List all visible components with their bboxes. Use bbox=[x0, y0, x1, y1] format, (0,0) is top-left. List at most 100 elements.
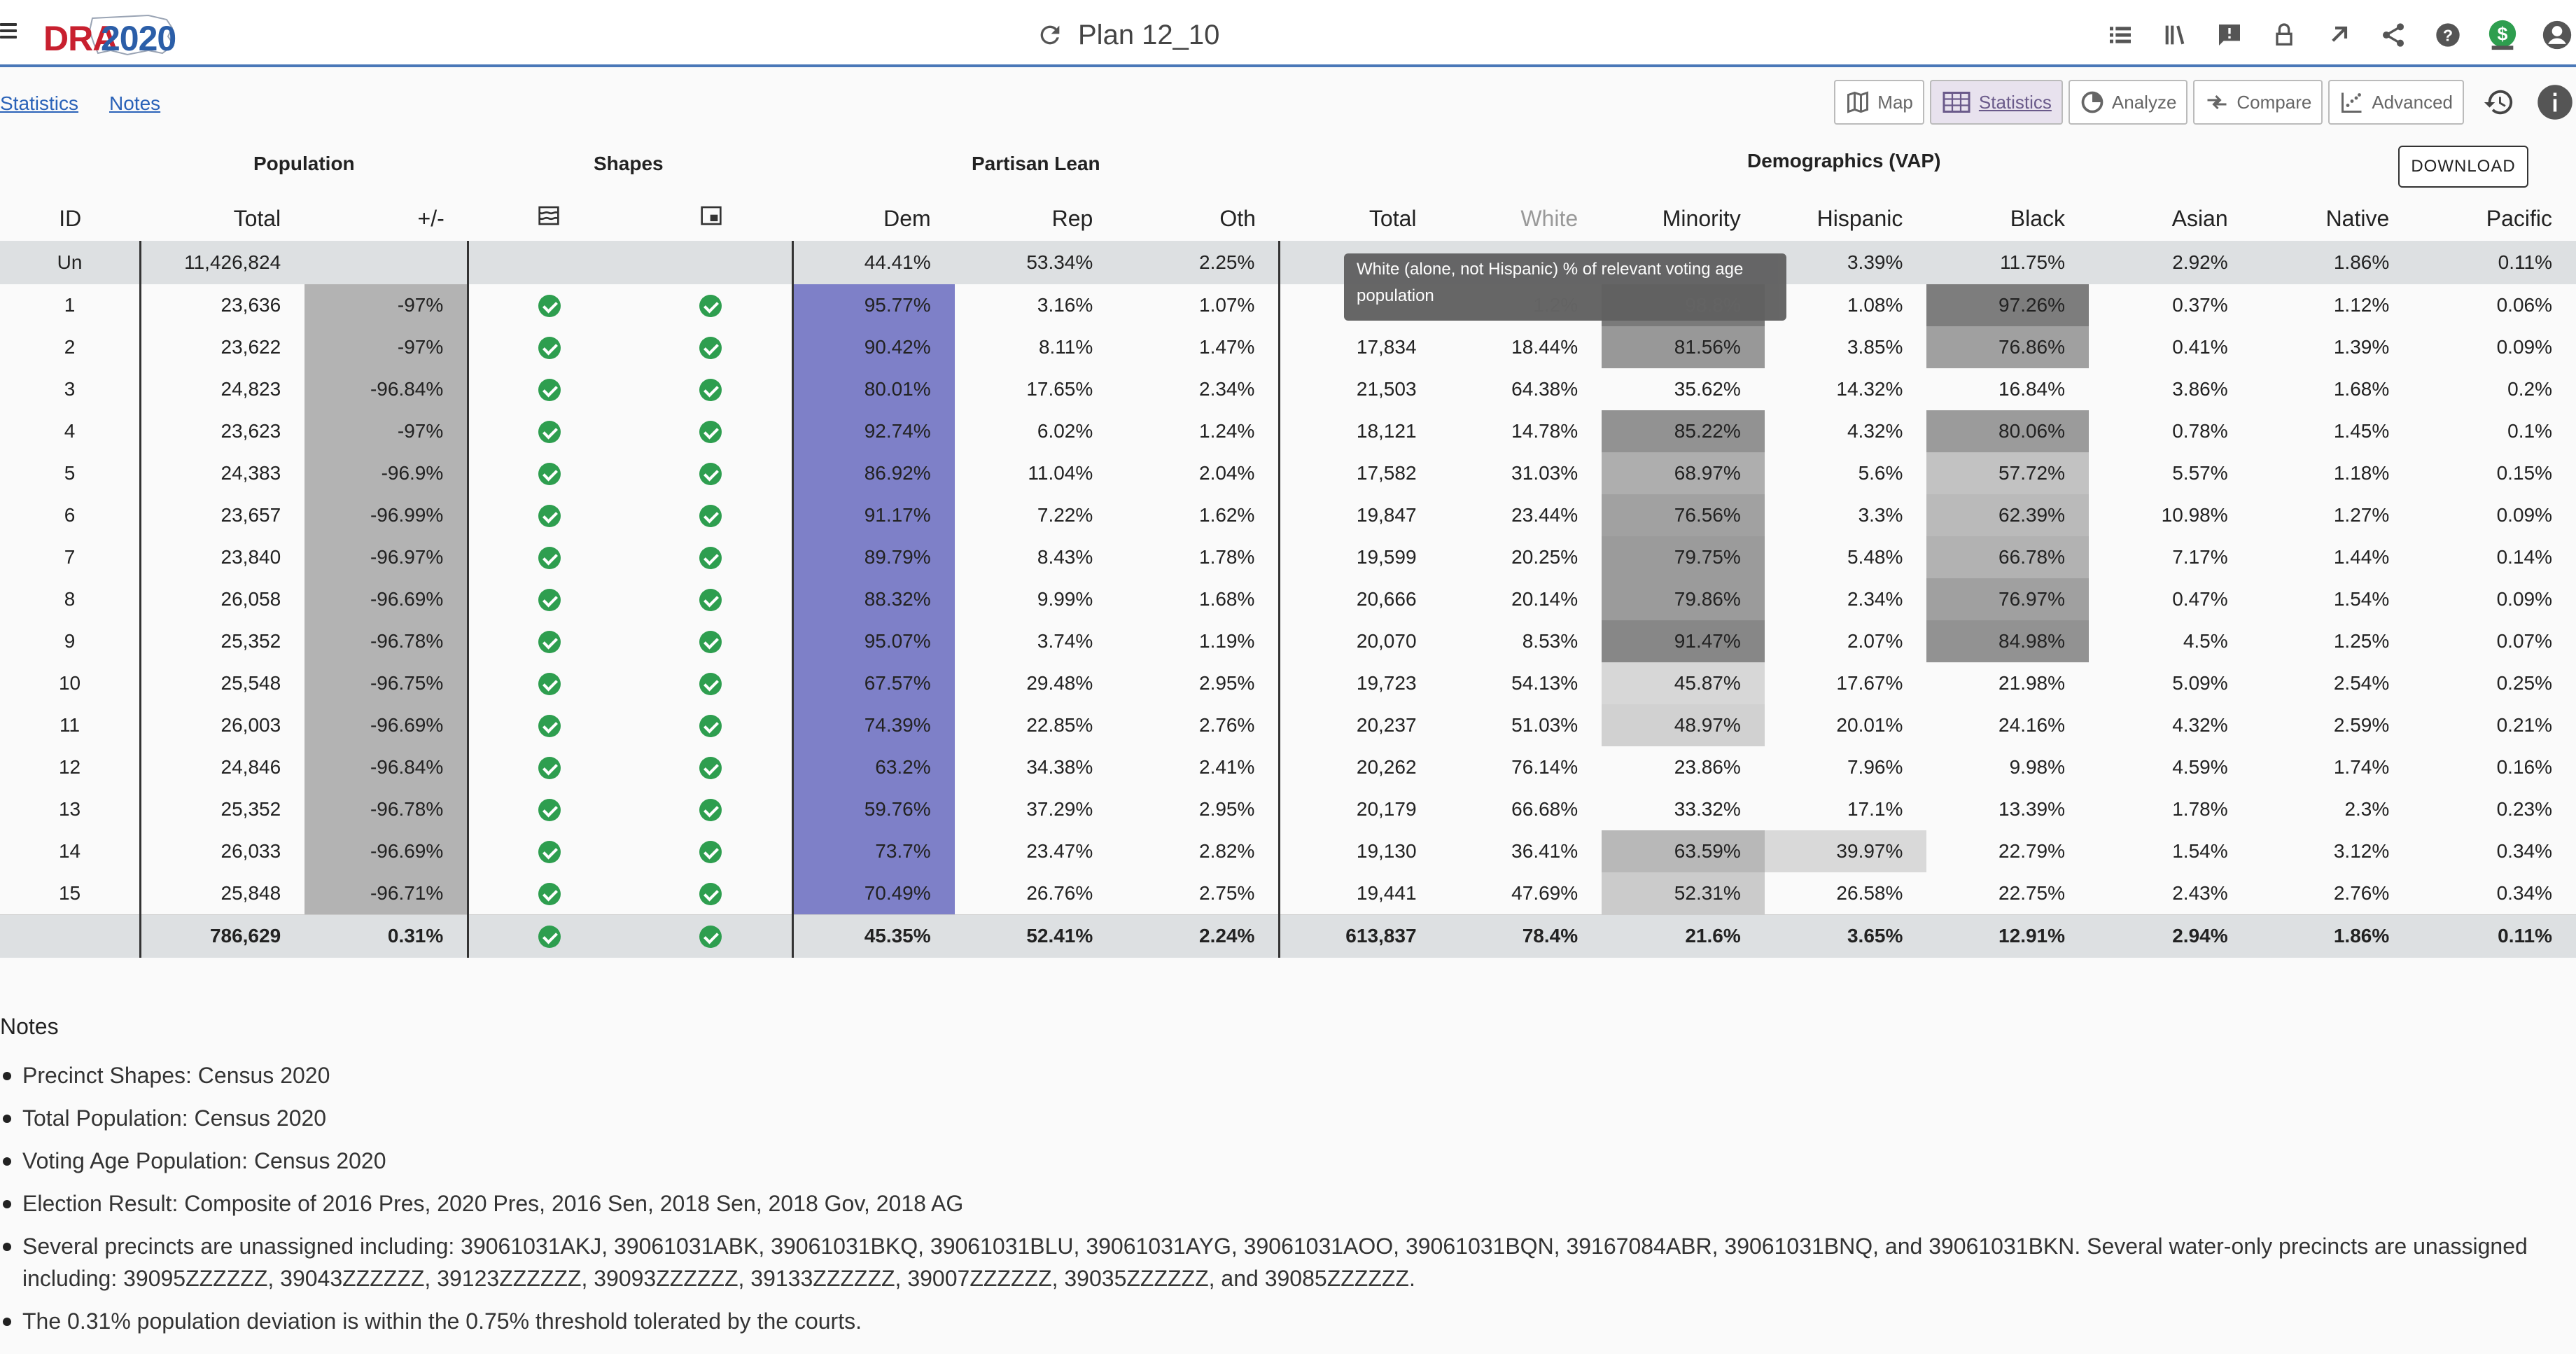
cell-pacific: 0.11% bbox=[2413, 241, 2576, 284]
col-hispanic-header[interactable]: Hispanic bbox=[1816, 205, 1903, 231]
list-icon[interactable] bbox=[2101, 16, 2139, 54]
check-icon bbox=[699, 840, 722, 863]
col-total-header[interactable]: Total bbox=[233, 205, 281, 231]
cell-oth: 1.68% bbox=[1199, 588, 1255, 610]
plan-title: Plan 12_10 bbox=[1078, 19, 1220, 50]
svg-text:?: ? bbox=[2443, 26, 2453, 44]
col-contiguity-header[interactable] bbox=[468, 196, 630, 241]
cell-minority: 33.32% bbox=[1674, 798, 1741, 820]
district-row: 4 23,623 -97% 92.74% 6.02% 1.24% 18,121 14.78% 8… bbox=[0, 410, 2576, 452]
cell-total: 26,003 bbox=[139, 704, 305, 746]
check-icon bbox=[538, 672, 561, 695]
col-vap-total-header[interactable]: Total bbox=[1368, 205, 1417, 231]
advanced-view-button[interactable]: Advanced bbox=[2328, 80, 2464, 125]
map-view-button[interactable]: Map bbox=[1834, 80, 1924, 125]
lock-icon[interactable] bbox=[2265, 16, 2303, 54]
cell-vap: 20,666 bbox=[1278, 578, 1441, 620]
cell-asian: 10.98% bbox=[2161, 504, 2228, 526]
cell-white: 14.78% bbox=[1511, 420, 1578, 442]
info-icon[interactable] bbox=[2534, 81, 2576, 123]
cell-contiguity bbox=[467, 914, 630, 958]
col-oth-header[interactable]: Oth bbox=[1219, 205, 1256, 231]
col-white-header[interactable]: White bbox=[1520, 205, 1578, 231]
cell-hispanic: 3.65% bbox=[1764, 914, 1927, 958]
cell-oth: 2.95% bbox=[1199, 672, 1255, 694]
cell-dem: 44.41% bbox=[791, 241, 955, 284]
cell-rep: 22.85% bbox=[1026, 714, 1093, 736]
district-row: 14 26,033 -96.69% 73.7% 23.47% 2.82% 19,130 36.… bbox=[0, 830, 2576, 872]
cell-total: 25,548 bbox=[139, 662, 305, 704]
cell-pacific: 0.34% bbox=[2496, 840, 2552, 862]
table-icon bbox=[1942, 92, 1970, 113]
group-demographics: Demographics (VAP) bbox=[1747, 150, 1941, 172]
dra-logo[interactable]: DRA 2020 bbox=[43, 10, 183, 59]
advanced-view-label: Advanced bbox=[2372, 91, 2453, 113]
compare-view-button[interactable]: Compare bbox=[2193, 80, 2323, 125]
menu-icon[interactable] bbox=[0, 20, 21, 48]
cell-compactness bbox=[629, 326, 792, 368]
district-row: 9 25,352 -96.78% 95.07% 3.74% 1.19% 20,070 8.53… bbox=[0, 620, 2576, 662]
col-compactness-header[interactable] bbox=[629, 196, 792, 241]
cell-minority: 79.75% bbox=[1602, 536, 1765, 578]
cell-total: 26,033 bbox=[139, 830, 305, 872]
feedback-icon[interactable] bbox=[2211, 16, 2248, 54]
analyze-view-button[interactable]: Analyze bbox=[2068, 80, 2188, 125]
col-deviation-header[interactable]: +/- bbox=[417, 205, 444, 231]
cell-total: 24,846 bbox=[139, 746, 305, 788]
col-pacific-header[interactable]: Pacific bbox=[2486, 205, 2552, 231]
cell-minority: 23.86% bbox=[1674, 756, 1741, 778]
cell-pacific: 0.25% bbox=[2496, 672, 2552, 694]
analyze-view-label: Analyze bbox=[2111, 91, 2177, 113]
cell-pacific: 0.16% bbox=[2496, 756, 2552, 778]
col-minority-header[interactable]: Minority bbox=[1662, 205, 1741, 231]
cell-white: 18.44% bbox=[1511, 336, 1578, 358]
col-id-header[interactable]: ID bbox=[59, 205, 82, 231]
cell-deviation: -96.99% bbox=[304, 494, 468, 536]
col-black-header[interactable]: Black bbox=[2010, 205, 2066, 231]
account-icon[interactable] bbox=[2538, 16, 2576, 54]
col-dem-header[interactable]: Dem bbox=[883, 205, 931, 231]
cell-id: 12 bbox=[58, 756, 81, 778]
col-native-header[interactable]: Native bbox=[2325, 205, 2390, 231]
cell-asian: 5.09% bbox=[2172, 672, 2228, 694]
cell-minority: 63.59% bbox=[1602, 830, 1765, 872]
cell-white: 76.14% bbox=[1511, 756, 1578, 778]
compactness-icon bbox=[701, 206, 722, 225]
cell-asian: 0.47% bbox=[2172, 588, 2228, 610]
cell-vap: 613,837 bbox=[1278, 914, 1441, 958]
download-button[interactable]: DOWNLOAD bbox=[2398, 146, 2528, 188]
district-row: 11 26,003 -96.69% 74.39% 22.85% 2.76% 20,237 51… bbox=[0, 704, 2576, 746]
statistics-view-button[interactable]: Statistics bbox=[1929, 80, 2063, 125]
cell-pacific: 0.09% bbox=[2496, 588, 2552, 610]
col-rep-header[interactable]: Rep bbox=[1051, 205, 1093, 231]
notes-link[interactable]: Notes bbox=[109, 92, 161, 114]
dollar-icon[interactable]: $ bbox=[2484, 16, 2521, 54]
cell-black: 76.97% bbox=[1926, 578, 2090, 620]
open-external-icon[interactable] bbox=[2320, 16, 2358, 54]
help-icon[interactable]: ? bbox=[2429, 16, 2467, 54]
cell-hispanic: 3.39% bbox=[1764, 241, 1927, 284]
share-icon[interactable] bbox=[2374, 16, 2412, 54]
cell-rep: 3.16% bbox=[1037, 294, 1093, 316]
check-icon bbox=[699, 420, 722, 443]
cell-rep: 11.04% bbox=[1028, 462, 1093, 484]
check-icon bbox=[538, 714, 561, 737]
cell-contiguity bbox=[467, 284, 630, 326]
history-icon[interactable] bbox=[2478, 81, 2520, 123]
refresh-icon[interactable] bbox=[1036, 21, 1064, 49]
check-icon bbox=[699, 378, 722, 401]
cell-white: 8.53% bbox=[1522, 630, 1578, 652]
cell-id: 9 bbox=[64, 630, 76, 652]
cell-dem: 91.17% bbox=[791, 494, 955, 536]
cell-native: 2.54% bbox=[2333, 672, 2390, 694]
cell-deviation: -96.78% bbox=[304, 620, 468, 662]
cell-vap: 19,723 bbox=[1278, 662, 1441, 704]
check-icon bbox=[538, 336, 561, 359]
statistics-link[interactable]: Statistics bbox=[0, 92, 79, 114]
top-toolbar: ? $ bbox=[2085, 15, 2576, 55]
library-icon[interactable] bbox=[2156, 16, 2194, 54]
col-asian-header[interactable]: Asian bbox=[2171, 205, 2228, 231]
cell-white: 54.13% bbox=[1511, 672, 1578, 694]
cell-vap: 19,847 bbox=[1278, 494, 1441, 536]
cell-native: 1.39% bbox=[2333, 336, 2390, 358]
